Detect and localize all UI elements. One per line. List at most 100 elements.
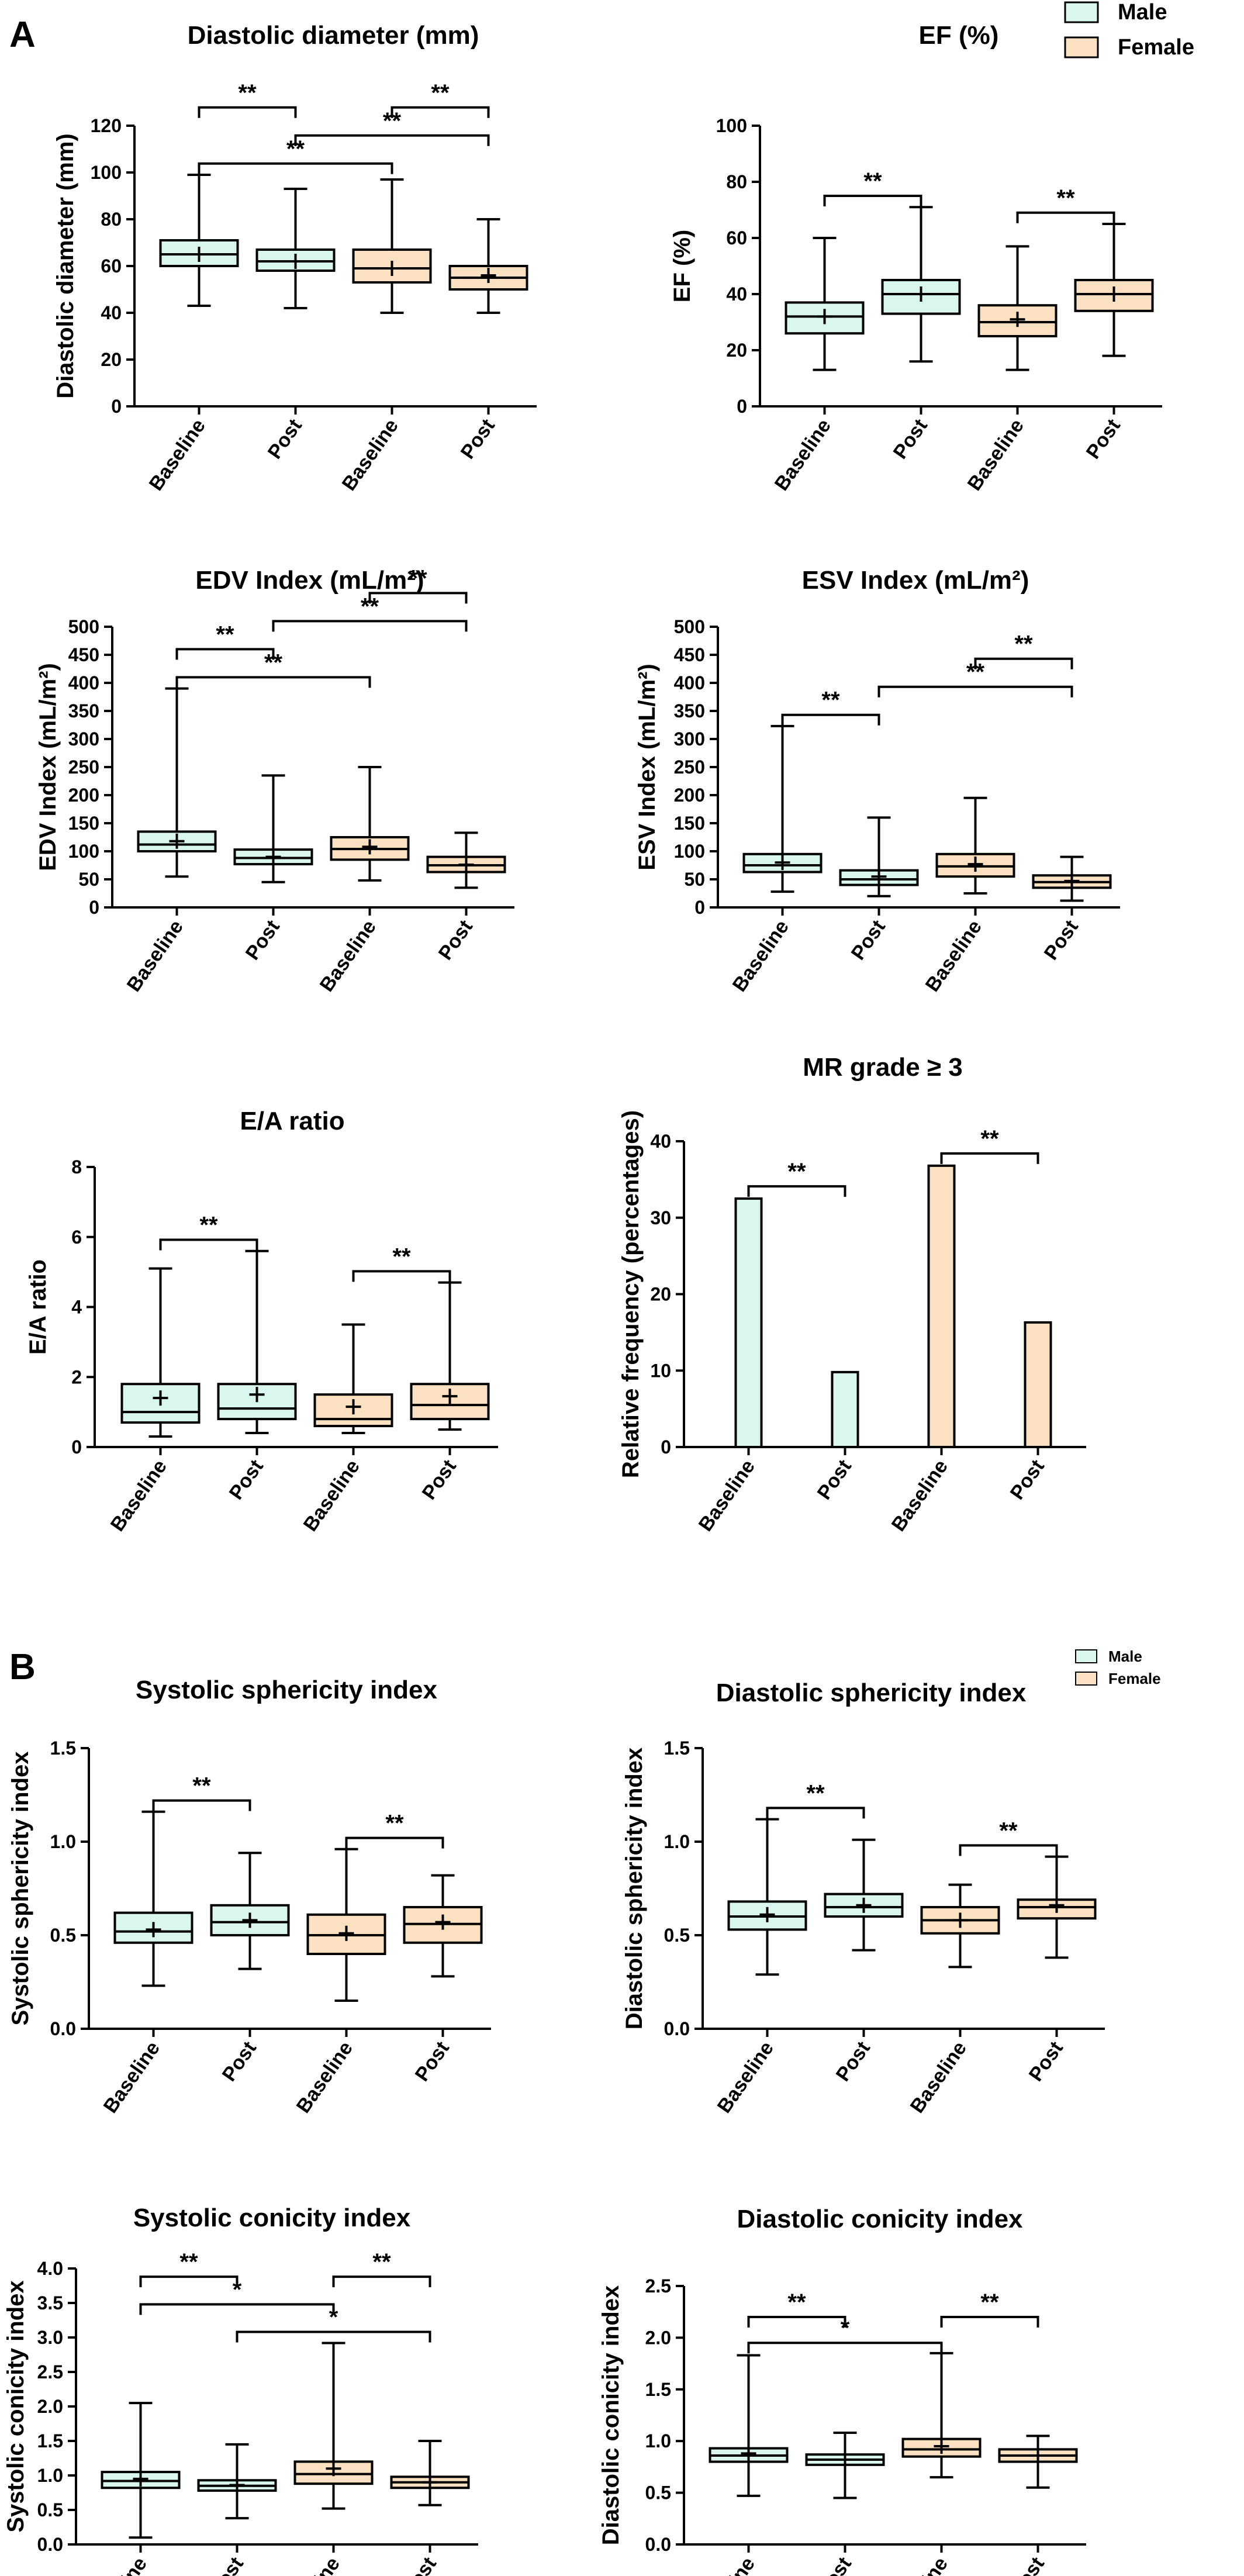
x-tick-label: Post (889, 415, 932, 463)
chart-4: ESV Index (mL/m²) ESV Index (mL/m²) 0 50 100… (634, 566, 1120, 996)
bracket-line (747, 2316, 846, 2328)
y-tick-label: 350 (68, 700, 99, 721)
y-tick-label: 100 (68, 841, 99, 862)
significance-label: ** (787, 2290, 806, 2315)
y-tick-label: 6 (71, 1227, 82, 1248)
y-tick-label: 3.5 (37, 2292, 63, 2313)
chart-5: E/A ratio E/A ratio 0 2 4 6 8 Baseline Post Basel… (25, 1107, 498, 1535)
y-tick-label: 1.0 (645, 2430, 671, 2451)
chart-title: EDV Index (mL/m²) (195, 566, 424, 595)
box-3 (901, 2351, 982, 2479)
y-tick-label: 100 (674, 841, 705, 862)
y-tick-label: 20 (726, 340, 747, 361)
x-tick-label: Post (847, 916, 890, 964)
y-tick-label: 50 (78, 869, 99, 890)
x-tick-label: Post (218, 2038, 261, 2085)
y-tick-label: 3.0 (37, 2327, 63, 2348)
significance-bracket-3: ** (974, 631, 1073, 669)
x-tick-label: Post (225, 1456, 268, 1504)
y-tick-label: 400 (674, 672, 705, 693)
box-1 (120, 1267, 201, 1438)
significance-bracket-4: ** (391, 80, 490, 118)
bracket-line (272, 620, 468, 632)
bracket-line (152, 1799, 251, 1811)
legend-male-label: Male (1118, 0, 1167, 25)
x-tick-label: Post (411, 2038, 454, 2085)
legend-small-male-label: Male (1108, 1648, 1142, 1665)
x-tick-label: Baseline (292, 2038, 357, 2117)
bracket-line (198, 162, 393, 174)
panel-label-a: A (9, 15, 36, 55)
significance-bracket-2: ** (345, 1811, 444, 1849)
significance-label: ** (392, 1244, 411, 1269)
bracket-line (877, 685, 1073, 697)
bracket-line (175, 676, 371, 688)
box-2 (233, 774, 313, 883)
x-tick-label: Post (832, 2038, 875, 2085)
box-3 (352, 178, 432, 314)
y-tick-label: 30 (650, 1207, 671, 1228)
x-tick-label: Baseline (728, 916, 793, 996)
x-tick-label: Baseline (713, 2038, 778, 2117)
y-tick-label: 200 (68, 785, 99, 806)
box-2 (839, 816, 919, 897)
chart-2: EF (%) EF (%) 0 20 40 60 80 100 Baseline Post Base… (669, 21, 1162, 495)
y-tick-label: 8 (71, 1156, 82, 1177)
chart-8: Diastolic sphericity index Diastolic sphe… (621, 1679, 1105, 2117)
significance-bracket-2: ** (940, 1126, 1039, 1164)
significance-bracket-4: ** (139, 2249, 239, 2288)
chart-9: Systolic conicity index Systolic conicity… (3, 2204, 478, 2576)
y-tick-label: 0.5 (645, 2482, 671, 2504)
y-tick-label: 80 (726, 171, 747, 192)
x-tick-label: Baseline (963, 415, 1028, 495)
y-tick-label: 400 (68, 672, 99, 693)
x-tick-label: Baseline (694, 2553, 759, 2576)
bracket-line (236, 2330, 431, 2343)
significance-bracket-1: ** (152, 1773, 251, 1811)
y-tick-label: 250 (674, 757, 705, 778)
y-tick-label: 4 (71, 1297, 82, 1318)
x-tick-label: Baseline (887, 2553, 952, 2576)
chart-title: EF (%) (919, 21, 999, 50)
significance-bracket-3: ** (198, 80, 297, 118)
x-tick-label: Baseline (770, 415, 835, 495)
box-3 (935, 796, 1015, 895)
significance-label: ** (980, 2290, 999, 2315)
panel-label-b: B (9, 1647, 36, 1687)
y-tick-label: 2 (71, 1366, 82, 1387)
bar-4 (1024, 1321, 1052, 1448)
box-1 (101, 2402, 181, 2539)
significance-label: ** (199, 1213, 218, 1238)
significance-label: * (233, 2277, 242, 2302)
box-4 (1017, 1855, 1097, 1959)
x-tick-label: Post (1006, 1456, 1049, 1504)
box-4 (1074, 223, 1154, 357)
bracket-line (959, 1844, 1058, 1856)
y-tick-label: 150 (68, 813, 99, 834)
significance-bracket-3: ** (940, 2290, 1039, 2328)
y-axis-label: ESV Index (mL/m²) (634, 664, 660, 870)
bracket-line (175, 648, 275, 660)
x-tick-label: Baseline (106, 1456, 171, 1535)
significance-bracket-1: ** (781, 688, 880, 726)
significance-label: * (329, 2305, 338, 2330)
box-body (1074, 279, 1154, 312)
box-3 (293, 2342, 374, 2510)
x-tick-label: Baseline (921, 916, 986, 996)
significance-bracket-1: ** (766, 1780, 865, 1819)
significance-label: ** (431, 80, 450, 106)
bracket-line (294, 134, 490, 146)
box-1 (113, 1810, 193, 1987)
chart-title: E/A ratio (240, 1107, 344, 1135)
y-tick-label: 20 (101, 349, 122, 370)
y-tick-label: 4.0 (37, 2258, 63, 2279)
chart-title: Diastolic diameter (mm) (188, 21, 479, 50)
y-tick-label: 0 (71, 1437, 82, 1458)
significance-label: ** (1014, 631, 1033, 657)
x-tick-label: Baseline (99, 2038, 164, 2117)
box-4 (390, 2440, 470, 2506)
significance-label: ** (787, 1159, 806, 1185)
chart-6: MR grade ≥ 3 Relative frequency (percenta… (618, 1053, 1086, 1535)
x-tick-label: Post (457, 415, 499, 463)
bracket-line (345, 1836, 444, 1849)
